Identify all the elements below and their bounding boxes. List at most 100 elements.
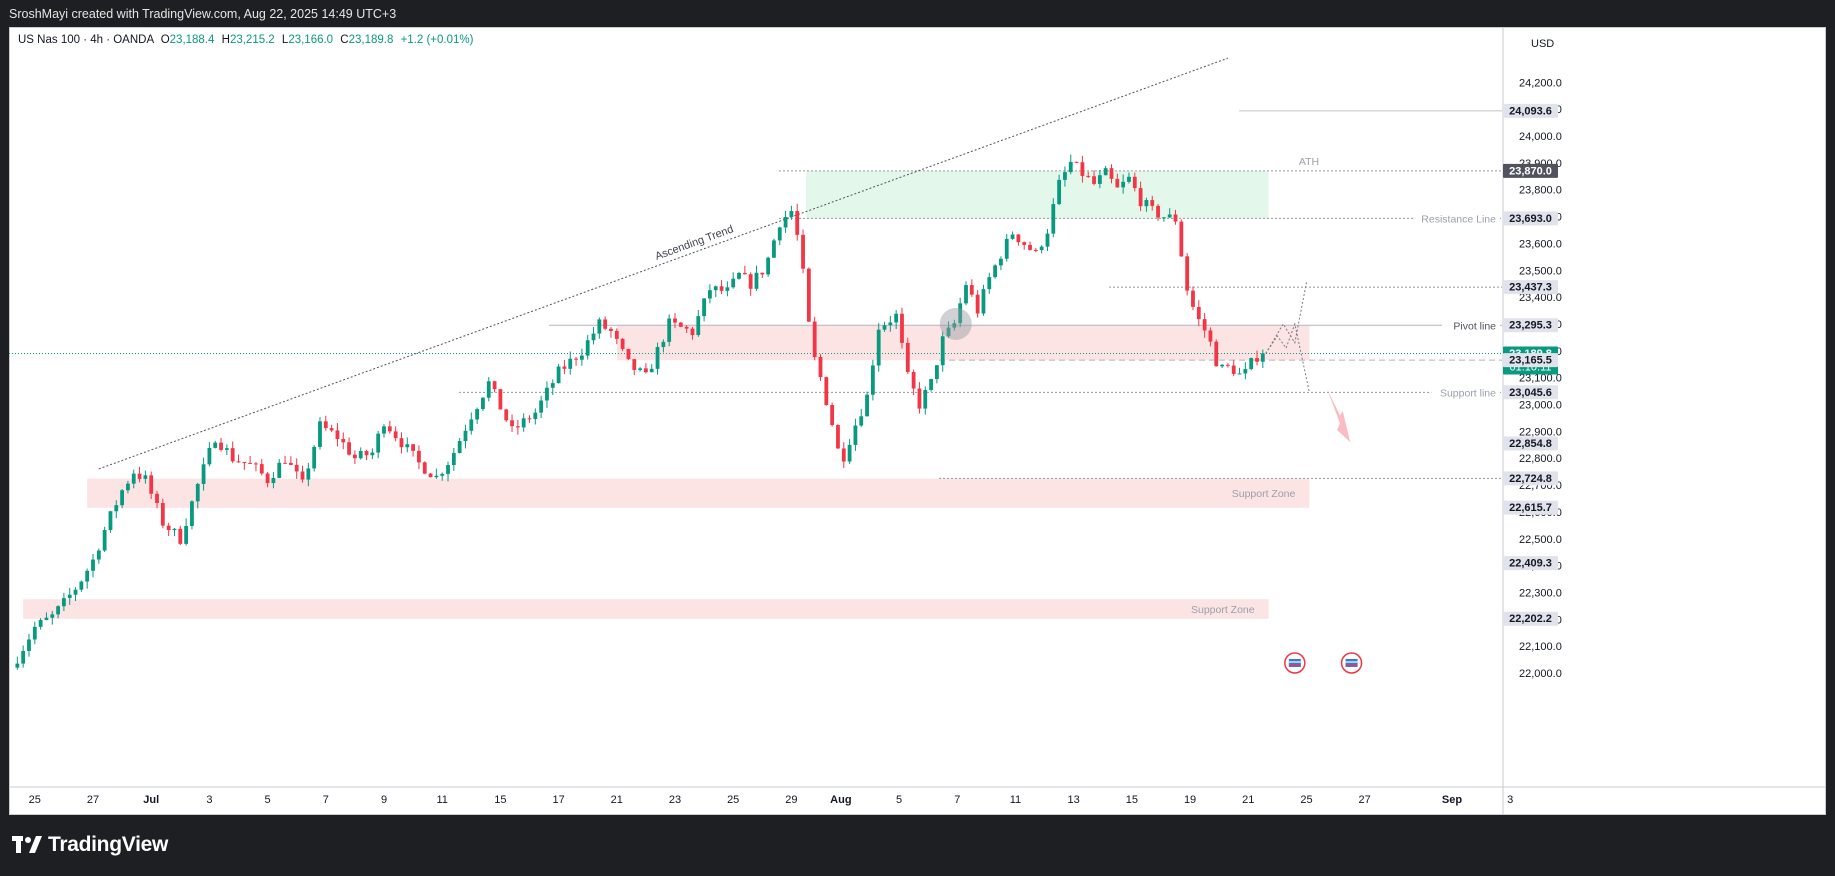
time-tick-10: 17 <box>552 794 564 806</box>
candle-body-128 <box>754 272 759 289</box>
candle-body-62 <box>370 452 375 456</box>
price-tick-9: 22,800.0 <box>1519 453 1562 465</box>
candle-body-145 <box>853 425 858 445</box>
projection-down-path <box>1265 322 1310 393</box>
candle-body-170 <box>999 258 1003 266</box>
time-tick-1: 25 <box>29 794 41 806</box>
time-tick-9: 15 <box>494 794 506 806</box>
candle-body-25 <box>155 493 159 504</box>
candle-body-81 <box>481 397 485 410</box>
candle-body-102 <box>603 319 608 329</box>
marker-circle <box>939 307 972 340</box>
zone-3 <box>87 478 1310 508</box>
level-label-bg-2 <box>1415 211 1500 225</box>
candle-body-133 <box>783 216 788 228</box>
candle-body-104 <box>614 330 619 339</box>
tradingview-brand: TradingView <box>48 833 169 856</box>
candle-body-63 <box>376 433 381 453</box>
tradingview-logo[interactable]: TradingView <box>12 833 168 857</box>
candle-body-60 <box>358 451 363 459</box>
candle-body-213 <box>1249 358 1254 370</box>
candle-body-35 <box>213 442 218 448</box>
price-tick-21: 24,000.0 <box>1519 131 1562 143</box>
candle-body-70 <box>417 450 421 463</box>
candle-body-129 <box>760 272 765 275</box>
candle-body-95 <box>562 366 567 369</box>
candle-body-46 <box>277 462 282 478</box>
candle-body-187 <box>1097 175 1102 184</box>
price-tag-5: 23,295.3 <box>1509 320 1552 332</box>
price-tags-layer: 24,093.6 23,870.0 23,693.0 23,437.3 23,295.3… <box>1503 103 1558 626</box>
price-tag-13: 22,202.2 <box>1509 613 1552 625</box>
candle-body-103 <box>609 328 613 331</box>
candle-body-90 <box>533 412 538 420</box>
time-tick-6: 7 <box>323 794 329 806</box>
level-label-3: Pivot line <box>1453 320 1496 332</box>
candle-body-32 <box>195 483 200 502</box>
price-tick-6: 22,500.0 <box>1519 534 1562 546</box>
price-tag-2: 23,870.0 <box>1509 165 1552 177</box>
candle-body-65 <box>387 426 392 432</box>
time-tick-14: 29 <box>785 794 797 806</box>
candle-body-201 <box>1179 221 1184 257</box>
price-tick-10: 22,900.0 <box>1519 426 1562 438</box>
candle-body-180 <box>1057 179 1062 205</box>
price-tick-16: 23,500.0 <box>1519 265 1562 277</box>
price-tick-17: 23,600.0 <box>1519 238 1562 250</box>
symbol-legend[interactable]: US Nas 100 · 4h · OANDA O23,188.4 H23,21… <box>18 34 473 46</box>
price-tag-bg-1 <box>1503 103 1558 118</box>
candle-body-185 <box>1086 175 1091 177</box>
candle-body-183 <box>1074 161 1079 163</box>
candle-body-47 <box>283 462 287 464</box>
candle-body-150 <box>882 325 887 330</box>
candle-body-106 <box>626 348 631 360</box>
price-tag-4: 23,437.3 <box>1509 282 1552 294</box>
price-chart[interactable]: Support Zone Support Zone ATH Resistance L… <box>9 27 1826 815</box>
candle-body-111 <box>655 347 660 369</box>
us-event-flag-icon <box>1284 652 1306 674</box>
candle-body-119 <box>702 298 706 317</box>
candle-body-190 <box>1115 178 1120 188</box>
candle-body-48 <box>288 462 293 465</box>
candle-body-144 <box>847 444 852 462</box>
candle-body-184 <box>1080 162 1085 176</box>
price-tick-23: 24,200.0 <box>1519 77 1562 89</box>
candle-body-24 <box>149 475 154 494</box>
candle-body-37 <box>224 448 229 450</box>
candle-body-196 <box>1150 200 1155 206</box>
candle-body-75 <box>446 465 450 474</box>
candle-body-204 <box>1196 306 1201 320</box>
footer-bar: TradingView <box>0 815 1835 876</box>
projection-layer <box>939 282 1363 674</box>
candle-body-61 <box>364 451 369 456</box>
zones-layer: Support Zone Support Zone <box>23 170 1310 619</box>
candle-body-151 <box>888 322 893 326</box>
candle-body-41 <box>248 462 253 464</box>
candle-body-14 <box>91 559 95 571</box>
price-tag-bg-2 <box>1503 163 1558 178</box>
price-tag-7: 23,165.5 <box>1509 355 1552 367</box>
candle-body-161 <box>946 327 951 337</box>
candle-body-208 <box>1220 364 1224 367</box>
candle-body-212 <box>1243 369 1248 374</box>
candle-body-64 <box>382 426 386 434</box>
candle-body-71 <box>422 462 427 474</box>
candle-body-203 <box>1191 290 1195 307</box>
candle-body-93 <box>550 383 555 388</box>
price-tick-11: 23,000.0 <box>1519 400 1562 412</box>
candle-body-147 <box>865 394 869 417</box>
zone-label-3: Support Zone <box>1232 488 1296 500</box>
candle-body-67 <box>399 438 404 448</box>
candle-body-77 <box>457 441 462 453</box>
time-tick-2: 27 <box>87 794 99 806</box>
candle-body-210 <box>1231 365 1236 374</box>
price-tag-3: 23,693.0 <box>1509 213 1552 225</box>
candle-body-186 <box>1092 176 1096 184</box>
candle-body-143 <box>841 448 846 462</box>
candle-body-80 <box>475 409 480 420</box>
candle-body-85 <box>504 409 509 421</box>
candle-body-179 <box>1051 204 1056 234</box>
candle-body-139 <box>818 357 823 378</box>
time-tick-7: 9 <box>381 794 387 806</box>
trendline-layer: Ascending Trend <box>98 57 1229 470</box>
